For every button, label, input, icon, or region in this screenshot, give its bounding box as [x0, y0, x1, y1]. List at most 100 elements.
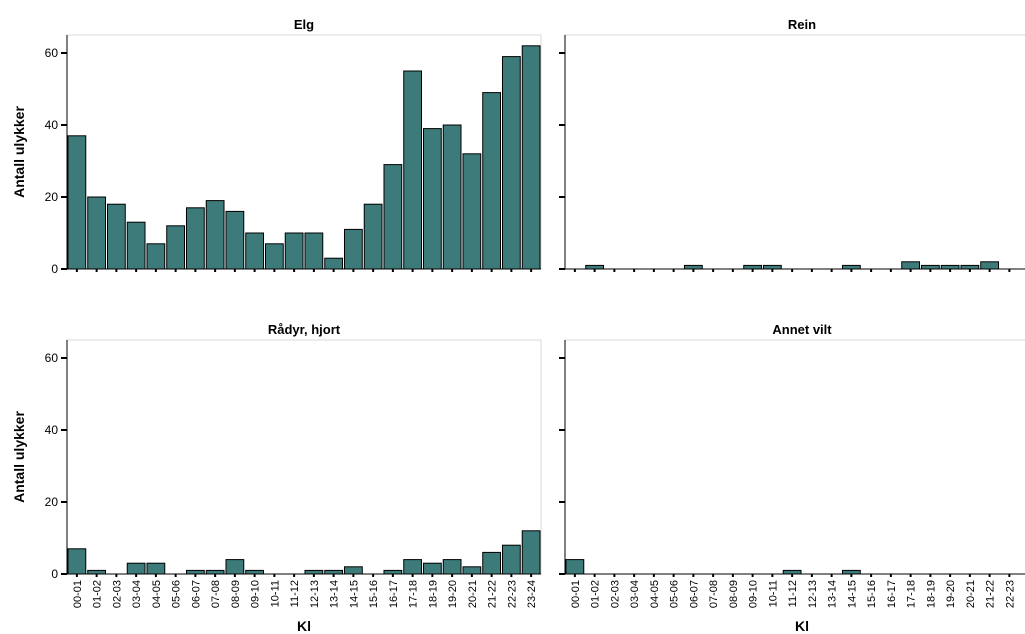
x-tick-label: 02-03: [111, 580, 123, 608]
bar: [920, 264, 940, 270]
x-tick-label: 05-06: [171, 580, 183, 608]
x-tick-label: 06-07: [190, 580, 202, 608]
bar: [501, 56, 521, 270]
bar: [205, 569, 225, 575]
bar: [841, 264, 861, 270]
x-tick-label: 18-19: [925, 580, 937, 608]
x-tick-label: 08-09: [728, 580, 740, 608]
bar: [146, 243, 166, 270]
y-axis-label: Antall ulykker: [11, 106, 27, 198]
bar: [442, 124, 462, 270]
x-tick-label: 06-07: [688, 580, 700, 608]
x-tick-label: 11-12: [787, 580, 799, 607]
panel-frame: [564, 339, 1025, 575]
x-tick-label: 11-12: [289, 580, 301, 607]
x-tick-label: 15-16: [368, 580, 380, 608]
panel-title: Elg: [294, 17, 314, 32]
x-tick-label: 13-14: [827, 580, 839, 608]
bar: [482, 551, 502, 575]
x-tick-label: 08-09: [230, 580, 242, 608]
x-tick-label: 19-20: [447, 580, 459, 608]
bar: [245, 232, 265, 270]
x-tick-label: 10-11: [269, 580, 281, 607]
x-tick-label: 12-13: [309, 580, 321, 608]
x-tick-label: 22-23: [1004, 580, 1016, 608]
bar: [87, 569, 107, 575]
bar: [980, 261, 1000, 270]
bar: [304, 232, 324, 270]
bar: [960, 264, 980, 270]
bar: [126, 562, 146, 575]
x-axis-label: Kl: [795, 618, 809, 634]
bar: [284, 232, 304, 270]
bar: [841, 569, 861, 575]
bar: [67, 135, 87, 270]
bar: [782, 569, 802, 575]
bar: [126, 221, 146, 270]
x-tick-label: 00-01: [570, 580, 582, 608]
bar: [363, 203, 383, 270]
bar: [403, 70, 423, 270]
bar: [324, 569, 344, 575]
bar: [762, 264, 782, 270]
bar: [403, 559, 423, 575]
x-tick-label: 17-18: [906, 580, 918, 608]
x-tick-label: 03-04: [629, 580, 641, 608]
bar: [901, 261, 921, 270]
y-tick-label: 20: [45, 190, 59, 204]
x-tick-label: 18-19: [427, 580, 439, 608]
bar: [106, 203, 126, 270]
x-tick-label: 14-15: [348, 580, 360, 608]
panel-title: Annet vilt: [772, 322, 832, 337]
bar: [185, 207, 205, 270]
y-tick-label: 20: [45, 495, 59, 509]
bar: [324, 257, 344, 270]
bar: [462, 153, 482, 270]
y-axis-label: Antall ulykker: [11, 411, 27, 503]
bar: [940, 264, 960, 270]
bar: [462, 566, 482, 575]
bar: [683, 264, 703, 270]
panel-title: Rådyr, hjort: [268, 322, 341, 337]
x-tick-label: 02-03: [609, 580, 621, 608]
x-tick-label: 21-22: [985, 580, 997, 608]
bar: [67, 548, 87, 575]
x-tick-label: 19-20: [945, 580, 957, 608]
bar: [422, 562, 442, 575]
x-tick-label: 09-10: [748, 580, 760, 608]
x-tick-label: 20-21: [965, 580, 977, 608]
y-tick-label: 40: [45, 423, 59, 437]
bar: [343, 566, 363, 575]
bar: [383, 164, 403, 270]
panel-title: Rein: [788, 17, 816, 32]
bar: [245, 569, 265, 575]
x-tick-label: 14-15: [846, 580, 858, 608]
y-tick-label: 0: [51, 262, 58, 276]
bar: [422, 128, 442, 270]
bar: [521, 45, 541, 270]
x-tick-label: 09-10: [250, 580, 262, 608]
x-tick-label: 21-22: [487, 580, 499, 608]
x-tick-label: 05-06: [669, 580, 681, 608]
x-tick-label: 12-13: [807, 580, 819, 608]
bar: [185, 569, 205, 575]
panel-frame: [564, 34, 1025, 270]
bar: [565, 559, 585, 575]
x-tick-label: 07-08: [210, 580, 222, 608]
x-tick-label: 20-21: [467, 580, 479, 608]
bar: [482, 92, 502, 270]
y-tick-label: 60: [45, 46, 59, 60]
bar: [383, 569, 403, 575]
bar: [521, 530, 541, 575]
x-tick-label: 04-05: [649, 580, 661, 608]
bar: [343, 228, 363, 270]
x-tick-label: 16-17: [388, 580, 400, 608]
x-tick-label: 22-23: [506, 580, 518, 608]
x-tick-label: 15-16: [866, 580, 878, 608]
bar: [87, 196, 107, 270]
bar: [225, 210, 245, 270]
x-tick-label: 00-01: [72, 580, 84, 608]
bar: [501, 544, 521, 575]
x-axis-label: Kl: [297, 618, 311, 634]
